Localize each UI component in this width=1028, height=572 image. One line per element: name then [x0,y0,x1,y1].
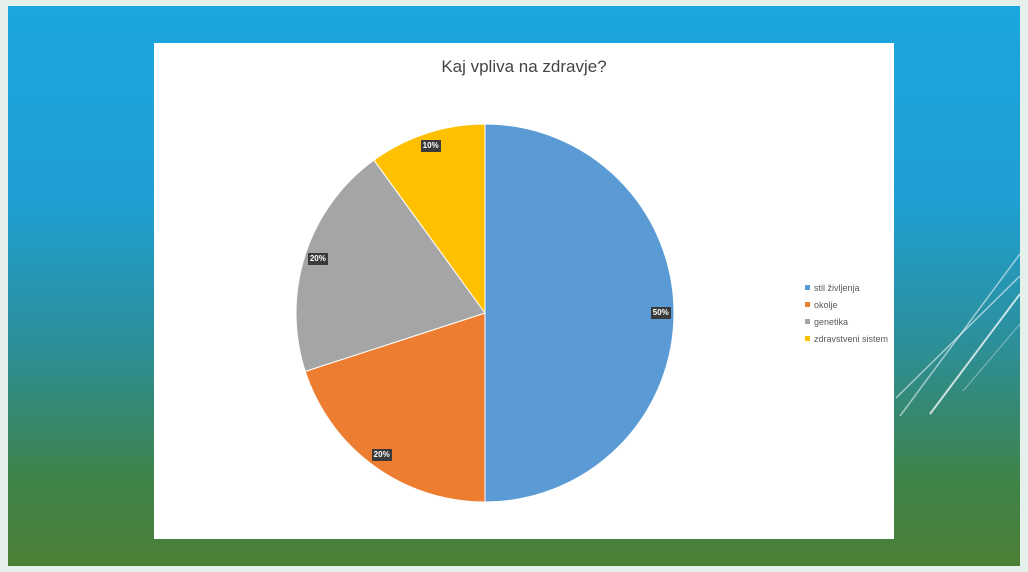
data-label-2: 20% [307,252,328,265]
legend-swatch-0 [805,285,810,290]
legend-swatch-2 [805,319,810,324]
slide-background: Kaj vpliva na zdravje? stil življenja oko… [8,6,1020,566]
legend-item-3: zdravstveni sistem [805,330,888,347]
legend-swatch-3 [805,336,810,341]
decorative-lines [895,253,1020,417]
data-label-1: 20% [371,449,392,462]
legend-label-3: zdravstveni sistem [814,333,889,344]
pie-chart [295,123,675,503]
legend-swatch-1 [805,302,810,307]
legend-item-1: okolje [805,296,888,313]
pie-slice-0 [484,123,675,503]
pie-slice-2 [295,159,486,373]
legend-item-0: stil življenja [805,279,888,296]
data-label-0: 50% [650,307,671,319]
legend-label-2: genetika [814,316,849,327]
legend-item-2: genetika [805,313,888,330]
legend-label-1: okolje [814,299,838,310]
chart-panel: Kaj vpliva na zdravje? stil življenja oko… [154,43,894,539]
data-label-3: 10% [420,139,441,152]
pie-slice-1 [304,312,486,503]
legend-label-0: stil življenja [814,282,860,293]
chart-title: Kaj vpliva na zdravje? [441,57,607,76]
pie-slice-3 [373,123,486,315]
chart-legend: stil življenja okolje genetika zdravstveni … [805,279,888,347]
